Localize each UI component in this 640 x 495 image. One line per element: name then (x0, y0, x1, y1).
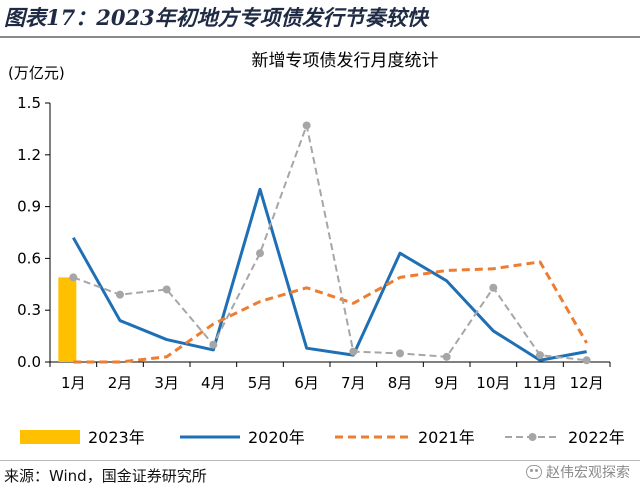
figure-title: 图表17：2023年初地方专项债发行节奏较快 (4, 5, 428, 30)
y-tick-label: 0.3 (17, 301, 41, 319)
point-2022年 (536, 351, 544, 360)
legend-label: 2023年 (88, 428, 145, 447)
legend-label: 2021年 (418, 428, 475, 447)
source-note: 来源：Wind，国金证券研究所 (4, 467, 207, 485)
point-2022年 (116, 290, 124, 299)
x-tick-label: 11月 (523, 374, 557, 392)
y-tick-label: 0.9 (17, 198, 41, 216)
axes: 0.0 0.3 0.6 0.9 1.2 1.5 1月 2月 3月 4月 5月 6月 7月 8月 9月 10月 1… (17, 94, 611, 392)
x-tick-label: 6月 (294, 374, 319, 392)
legend-marker-2022年 (528, 433, 537, 441)
lines (69, 121, 591, 365)
legend-label: 2022年 (568, 428, 625, 447)
legend-swatch-2023年 (20, 430, 80, 444)
watermark-text: 赵伟宏观探索 (546, 465, 630, 481)
x-tick-label: 5月 (248, 374, 273, 392)
watermark: 赵伟宏观探索 (526, 462, 630, 482)
title-divider (0, 36, 640, 38)
x-tick-label: 1月 (61, 374, 86, 392)
series-line-2020年 (72, 187, 587, 362)
point-2022年 (69, 273, 78, 282)
x-tick-label: 2月 (108, 374, 133, 392)
point-2022年 (162, 285, 171, 294)
x-tick-label: 8月 (388, 374, 413, 392)
legend: 2023年 2020年 2021年 2022年 (20, 428, 625, 447)
point-2022年 (489, 283, 498, 292)
bars (58, 277, 77, 362)
point-2022年 (396, 349, 404, 358)
chart-title: 新增专项债发行月度统计 (252, 51, 439, 71)
point-2022年 (209, 340, 218, 349)
x-tick-label: 9月 (434, 374, 459, 392)
x-tick-label: 3月 (154, 374, 179, 392)
point-2022年 (349, 347, 358, 356)
y-axis-label: (万亿元) (8, 64, 65, 82)
y-tick-label: 0.6 (17, 249, 41, 267)
wechat-icon (526, 465, 542, 479)
x-tick-label: 7月 (341, 374, 366, 392)
bar-2023年 (58, 277, 77, 362)
x-tick-label: 12月 (570, 374, 604, 392)
point-2022年 (582, 356, 591, 365)
series-line-2022年 (72, 124, 587, 362)
y-tick-label: 0.0 (17, 353, 41, 371)
legend-label: 2020年 (248, 428, 305, 447)
series-line-2021年 (73, 260, 588, 364)
source-divider (0, 460, 640, 461)
y-tick-label: 1.2 (17, 146, 41, 164)
point-2022年 (256, 249, 264, 258)
y-tick-label: 1.5 (17, 94, 41, 112)
chart: 新增专项债发行月度统计 (万亿元) 0.0 0.3 0.6 0.9 1.2 1.5 1月 2月… (8, 51, 625, 447)
point-2022年 (442, 352, 451, 361)
x-tick-label: 10月 (476, 374, 510, 392)
x-tick-label: 4月 (201, 374, 226, 392)
point-2022年 (302, 121, 311, 130)
